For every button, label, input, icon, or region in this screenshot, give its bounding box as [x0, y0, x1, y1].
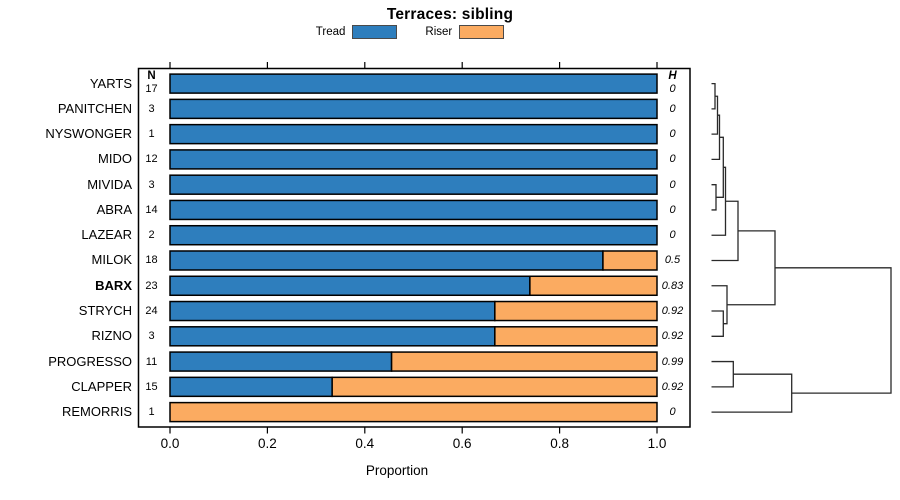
row-label-remorris: REMORRIS — [61, 404, 132, 420]
plot-frame — [137, 67, 691, 428]
legend-label: Riser — [425, 26, 453, 38]
n-value: 24 — [145, 305, 158, 318]
h-value: 0 — [669, 128, 676, 141]
bar-segment-tread — [169, 149, 658, 170]
n-column-header: N — [147, 70, 156, 82]
bar-segment-riser — [331, 376, 658, 398]
x-axis-title: Proportion — [365, 463, 429, 478]
row-label-milok: MILOK — [91, 252, 132, 268]
bar-segment-tread — [169, 351, 393, 372]
bar-segment-tread — [169, 73, 658, 94]
h-value: 0.5 — [664, 254, 681, 267]
n-value: 3 — [148, 330, 155, 343]
bar-segment-tread — [169, 326, 496, 347]
legend-item-riser: Riser — [425, 25, 505, 39]
bar-segment-riser — [529, 275, 658, 297]
row-label-barx: BARX — [95, 277, 132, 293]
n-value: 14 — [145, 203, 158, 216]
h-value: 0.99 — [661, 355, 684, 368]
bar-segment-tread — [169, 123, 658, 145]
n-value: 1 — [148, 128, 155, 141]
dendrogram — [711, 82, 892, 413]
bar-segment-tread — [169, 174, 658, 195]
h-value: 0 — [669, 178, 676, 191]
h-value: 0.83 — [661, 279, 684, 292]
h-value: 0 — [669, 153, 676, 166]
row-label-clapper: CLAPPER — [71, 378, 132, 394]
x-tick-label: 0.8 — [550, 436, 569, 451]
riser-color-swatch — [459, 25, 505, 39]
h-value: 0 — [669, 229, 676, 242]
n-value: 15 — [145, 380, 158, 393]
row-label-lazear: LAZEAR — [81, 227, 132, 243]
bar-segment-tread — [169, 224, 658, 246]
bar-segment-tread — [169, 199, 658, 221]
x-tick-label: 1.0 — [647, 436, 667, 451]
h-value: 0 — [669, 102, 676, 115]
row-label-mivida: MIVIDA — [87, 176, 132, 192]
h-value: 0.92 — [661, 330, 684, 343]
h-value: 0 — [669, 82, 676, 95]
row-label-abra: ABRA — [96, 201, 132, 217]
bar-segment-riser — [602, 250, 658, 271]
n-value: 3 — [148, 102, 155, 115]
bar-segment-tread — [169, 250, 604, 271]
bar-segment-riser — [390, 351, 658, 372]
bar-segment-tread — [169, 275, 531, 297]
bar-segment-tread — [169, 376, 333, 398]
x-tick-label: 0.4 — [355, 436, 375, 451]
x-tick-label: 0.2 — [258, 436, 277, 451]
x-tick-label: 0.0 — [160, 436, 180, 451]
h-column-header: H — [668, 70, 677, 82]
h-value: 0 — [669, 406, 676, 419]
n-value: 23 — [145, 279, 158, 292]
row-label-panitchen: PANITCHEN — [57, 100, 132, 116]
bar-segment-tread — [169, 300, 496, 322]
tread-color-swatch — [352, 25, 398, 39]
h-value: 0.92 — [661, 380, 684, 393]
bar-segment-tread — [169, 98, 658, 120]
h-value: 0 — [669, 203, 676, 216]
x-tick-label: 0.6 — [452, 436, 472, 451]
n-value: 12 — [145, 153, 158, 166]
row-label-rizno: RIZNO — [91, 328, 132, 344]
chart-title: Terraces: sibling — [386, 6, 514, 23]
bar-segment-riser — [494, 300, 658, 322]
legend-label: Tread — [315, 26, 346, 38]
row-label-yarts: YARTS — [89, 75, 132, 91]
legend-item-tread: Tread — [316, 25, 398, 39]
row-label-mido: MIDO — [98, 151, 132, 167]
row-label-nyswonger: NYSWONGER — [45, 126, 132, 142]
n-value: 3 — [148, 178, 155, 191]
n-value: 1 — [148, 406, 155, 419]
n-value: 17 — [145, 82, 158, 95]
bar-segment-riser — [169, 401, 658, 423]
legend: Tread Riser — [0, 24, 820, 40]
n-value: 18 — [145, 254, 158, 267]
n-value: 2 — [148, 229, 155, 242]
row-label-strych: STRYCH — [78, 303, 132, 319]
h-value: 0.92 — [661, 305, 684, 318]
bar-segment-riser — [494, 326, 658, 347]
row-label-progresso: PROGRESSO — [48, 353, 132, 369]
n-value: 11 — [145, 355, 158, 368]
